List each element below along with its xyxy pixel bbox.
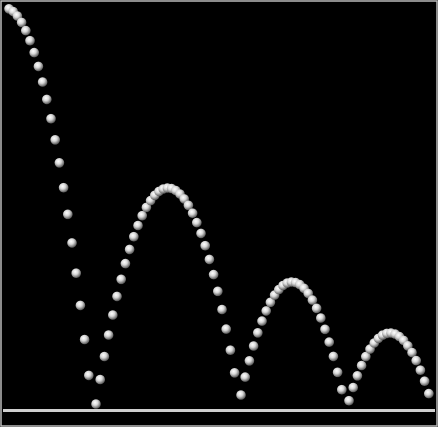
ball-trail — [4, 4, 434, 409]
ball — [58, 182, 69, 193]
ball — [75, 300, 86, 311]
ball — [411, 355, 422, 366]
ball — [187, 208, 198, 218]
ball — [183, 200, 194, 211]
ball — [337, 384, 347, 395]
ball — [21, 25, 31, 36]
ball — [361, 351, 371, 362]
ball — [208, 269, 219, 280]
ball — [37, 77, 48, 87]
ball — [316, 313, 326, 323]
floor — [3, 409, 435, 412]
ball — [42, 94, 52, 105]
ball — [328, 351, 339, 362]
ball — [54, 158, 65, 168]
ball — [137, 210, 147, 221]
ball — [79, 334, 90, 345]
ball — [84, 370, 94, 381]
ball — [229, 368, 240, 378]
ball — [200, 240, 210, 251]
ball — [225, 345, 236, 356]
ball — [244, 356, 255, 366]
ball — [221, 324, 231, 334]
ball — [307, 295, 318, 305]
ball — [29, 47, 39, 58]
ball — [133, 220, 143, 231]
ball — [236, 390, 246, 400]
ball — [25, 35, 35, 46]
ball — [46, 113, 56, 124]
ball — [99, 351, 110, 362]
ball — [204, 254, 215, 265]
ball — [112, 291, 122, 302]
ball — [63, 209, 73, 220]
ball — [129, 231, 139, 242]
ball — [356, 360, 367, 371]
ball — [252, 328, 263, 338]
ball — [344, 395, 354, 406]
ball — [16, 17, 27, 28]
ball — [103, 330, 114, 340]
ball — [419, 376, 430, 387]
ball — [116, 274, 126, 285]
ball — [120, 258, 131, 269]
ball — [324, 337, 335, 347]
ball — [415, 365, 426, 376]
ball — [424, 388, 434, 399]
ball — [240, 372, 250, 382]
ball — [192, 217, 202, 228]
ball — [213, 286, 223, 297]
ball — [352, 371, 363, 381]
ball — [50, 135, 60, 145]
ball — [348, 382, 359, 393]
ball — [67, 238, 77, 248]
ball — [320, 324, 330, 335]
ball — [71, 268, 81, 279]
ball — [311, 303, 322, 314]
ball — [332, 367, 343, 378]
ball — [407, 347, 417, 358]
ball — [196, 228, 206, 239]
ball — [124, 244, 135, 255]
ball — [33, 61, 44, 72]
ball — [108, 310, 118, 320]
ball — [95, 374, 105, 385]
ball — [257, 316, 267, 326]
ball — [217, 304, 227, 315]
ball — [248, 341, 259, 351]
ball — [261, 306, 272, 316]
ball — [265, 297, 276, 308]
ball — [91, 399, 101, 409]
